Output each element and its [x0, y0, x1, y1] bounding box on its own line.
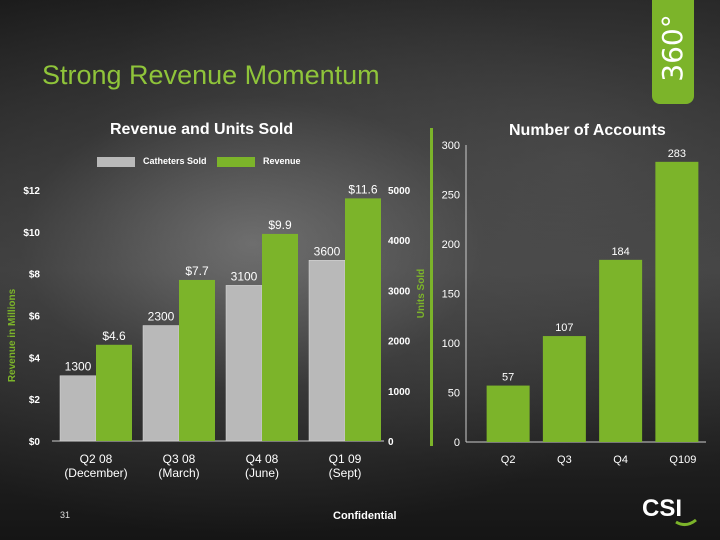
- page-number: 31: [60, 510, 71, 520]
- bar-revenue: [262, 233, 298, 441]
- x-tick-label: Q2 08: [80, 452, 113, 466]
- y-tick-label-left: $12: [23, 186, 40, 197]
- y-tick-label-left: $2: [29, 395, 41, 406]
- y-tick-label-left: $6: [29, 312, 41, 323]
- data-label-accounts: 107: [555, 322, 573, 334]
- y-tick-label-right: 2000: [388, 337, 411, 348]
- y-tick-label-left: $8: [29, 270, 41, 281]
- slide-title: Strong Revenue Momentum: [42, 60, 380, 90]
- y-tick-label-right: 4000: [388, 236, 411, 247]
- data-label-accounts: 184: [611, 246, 629, 258]
- bar-accounts: [599, 259, 643, 442]
- legend-label-revenue: Revenue: [263, 156, 301, 166]
- data-label-units: 3600: [314, 244, 341, 258]
- accounts-y-tick-label: 50: [448, 388, 460, 400]
- accounts-y-tick-label: 150: [442, 289, 460, 301]
- data-label-units: 2300: [148, 310, 175, 324]
- bar-accounts: [542, 336, 586, 442]
- data-label-units: 3100: [231, 269, 258, 283]
- x-tick-label: (Sept): [329, 466, 362, 480]
- bar-units-sold: [59, 375, 97, 442]
- data-label-accounts: 283: [668, 148, 686, 160]
- accounts-x-tick-label: Q109: [669, 454, 696, 466]
- chart-title-accounts: Number of Accounts: [509, 122, 666, 139]
- accounts-y-tick-label: 300: [442, 140, 460, 152]
- legend-swatch-gray: [97, 156, 135, 167]
- bar-units-sold: [142, 325, 180, 442]
- legend-label-catheters: Catheters Sold: [143, 156, 207, 166]
- data-label-revenue: $11.6: [348, 182, 377, 196]
- y-axis-label-left: Revenue in Millions: [7, 288, 18, 382]
- accounts-x-tick-label: Q3: [557, 454, 572, 466]
- data-label-revenue: $4.6: [102, 329, 126, 343]
- data-label-revenue: $9.9: [268, 218, 292, 232]
- y-axis-label-right: Units Sold: [416, 269, 427, 318]
- bar-revenue: [345, 198, 381, 441]
- footer-confidential: Confidential: [333, 510, 397, 522]
- bar-units-sold: [225, 285, 263, 442]
- accounts-x-tick-label: Q2: [501, 454, 516, 466]
- accounts-y-tick-label: 250: [442, 190, 460, 202]
- y-tick-label-right: 1000: [388, 387, 411, 398]
- y-tick-label-left: $0: [29, 437, 41, 448]
- x-tick-label: Q4 08: [246, 452, 279, 466]
- x-tick-label: (December): [64, 466, 127, 480]
- data-label-accounts: 57: [502, 372, 514, 384]
- bar-accounts: [655, 161, 699, 442]
- accounts-x-tick-label: Q4: [613, 454, 628, 466]
- company-logo-text: CSI: [642, 495, 682, 522]
- x-tick-label: (March): [158, 466, 199, 480]
- company-logo: CSI: [642, 495, 697, 527]
- data-label-units: 1300: [65, 360, 92, 374]
- accounts-y-tick-label: 100: [442, 338, 460, 350]
- y-tick-label-right: 0: [388, 437, 394, 448]
- y-tick-label-left: $10: [23, 228, 40, 239]
- y-tick-label-left: $4: [29, 353, 41, 364]
- legend-swatch-green: [217, 156, 255, 167]
- bar-revenue: [179, 279, 215, 441]
- bar-revenue: [96, 344, 132, 441]
- x-tick-label: Q1 09: [329, 452, 362, 466]
- chart-title-revenue: Revenue and Units Sold: [110, 121, 294, 138]
- y-tick-label-right: 5000: [388, 186, 411, 197]
- company-logo-swoosh: [675, 518, 697, 527]
- x-tick-label: Q3 08: [163, 452, 196, 466]
- y-tick-label-right: 3000: [388, 286, 411, 297]
- product-logo: 360°: [652, 0, 694, 104]
- bar-accounts: [486, 385, 530, 442]
- legend-item-revenue: Revenue: [217, 156, 301, 167]
- legend-item-catheters: Catheters Sold: [97, 156, 207, 167]
- accounts-y-tick-label: 0: [454, 437, 460, 449]
- accounts-y-tick-label: 200: [442, 239, 460, 251]
- accounts-axis-bar: [430, 128, 433, 446]
- bar-units-sold: [308, 260, 346, 442]
- data-label-revenue: $7.7: [185, 264, 209, 278]
- x-tick-label: (June): [245, 466, 279, 480]
